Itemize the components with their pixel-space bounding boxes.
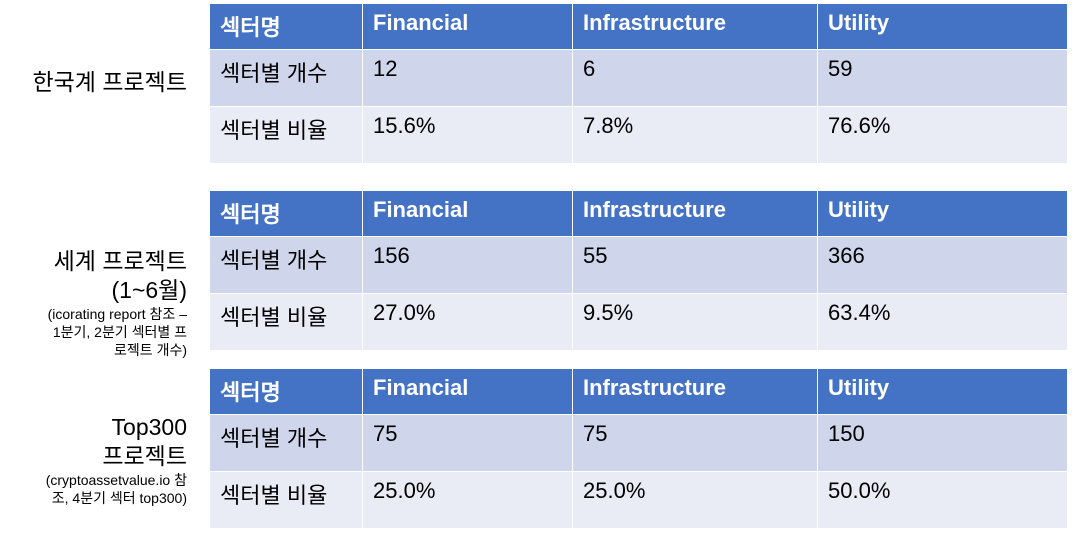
header-row: 섹터명 Financial Infrastructure Utility — [209, 368, 1068, 415]
header-cell: Financial — [362, 190, 573, 237]
sector-table: 섹터명 Financial Infrastructure Utility 섹터별 개수 7… — [209, 368, 1068, 529]
cell: 섹터별 개수 — [209, 49, 363, 107]
label-line: 한국계 프로젝트 — [32, 69, 187, 95]
header-cell: Infrastructure — [572, 3, 818, 50]
header-cell: Utility — [817, 368, 1068, 415]
section-label: 세계 프로젝트 (1~6월) (icorating report 참조 – 1분기, … — [48, 247, 187, 359]
cell: 25.0% — [572, 471, 818, 529]
label-line: Top300 — [111, 414, 187, 440]
cell: 59 — [817, 49, 1068, 107]
cell: 63.4% — [817, 293, 1068, 351]
data-row: 섹터별 비율 27.0% 9.5% 63.4% — [209, 293, 1068, 351]
cell: 150 — [817, 414, 1068, 472]
header-cell: 섹터명 — [209, 3, 363, 50]
cell: 75 — [572, 414, 818, 472]
cell: 55 — [572, 236, 818, 294]
data-row: 섹터별 비율 25.0% 25.0% 50.0% — [209, 471, 1068, 529]
header-cell: Utility — [817, 3, 1068, 50]
cell: 7.8% — [572, 106, 818, 164]
label-note: (cryptoassetvalue.io 참 — [45, 472, 187, 488]
label-line: 세계 프로젝트 — [53, 248, 187, 274]
cell: 15.6% — [362, 106, 573, 164]
cell: 섹터별 개수 — [209, 414, 363, 472]
label-line: (1~6월) — [111, 277, 188, 303]
cell: 12 — [362, 49, 573, 107]
section-label: 한국계 프로젝트 — [32, 68, 187, 97]
label-note: 1분기, 2분기 섹터별 프 — [52, 324, 187, 340]
cell: 섹터별 비율 — [209, 293, 363, 351]
cell: 섹터별 개수 — [209, 236, 363, 294]
cell: 75 — [362, 414, 573, 472]
header-cell: 섹터명 — [209, 190, 363, 237]
header-cell: Financial — [362, 3, 573, 50]
cell: 섹터별 비율 — [209, 106, 363, 164]
cell: 27.0% — [362, 293, 573, 351]
label-note: (icorating report 참조 – — [47, 306, 187, 322]
label-note: 로젝트 개수) — [114, 342, 187, 358]
header-cell: Infrastructure — [572, 190, 818, 237]
cell: 76.6% — [817, 106, 1068, 164]
header-row: 섹터명 Financial Infrastructure Utility — [209, 190, 1068, 237]
data-row: 섹터별 개수 75 75 150 — [209, 414, 1068, 472]
cell: 156 — [362, 236, 573, 294]
header-cell: Infrastructure — [572, 368, 818, 415]
data-row: 섹터별 비율 15.6% 7.8% 76.6% — [209, 106, 1068, 164]
cell: 6 — [572, 49, 818, 107]
cell: 50.0% — [817, 471, 1068, 529]
header-cell: Utility — [817, 190, 1068, 237]
header-cell: Financial — [362, 368, 573, 415]
header-row: 섹터명 Financial Infrastructure Utility — [209, 3, 1068, 50]
cell: 25.0% — [362, 471, 573, 529]
cell: 366 — [817, 236, 1068, 294]
label-note: 조, 4분기 섹터 top300) — [51, 490, 187, 506]
data-row: 섹터별 개수 12 6 59 — [209, 49, 1068, 107]
data-row: 섹터별 개수 156 55 366 — [209, 236, 1068, 294]
sector-table: 섹터명 Financial Infrastructure Utility 섹터별 개수 1… — [209, 3, 1068, 164]
label-line: 프로젝트 — [102, 443, 187, 469]
cell: 섹터별 비율 — [209, 471, 363, 529]
header-cell: 섹터명 — [209, 368, 363, 415]
sector-table: 섹터명 Financial Infrastructure Utility 섹터별 개수 1… — [209, 190, 1068, 351]
cell: 9.5% — [572, 293, 818, 351]
